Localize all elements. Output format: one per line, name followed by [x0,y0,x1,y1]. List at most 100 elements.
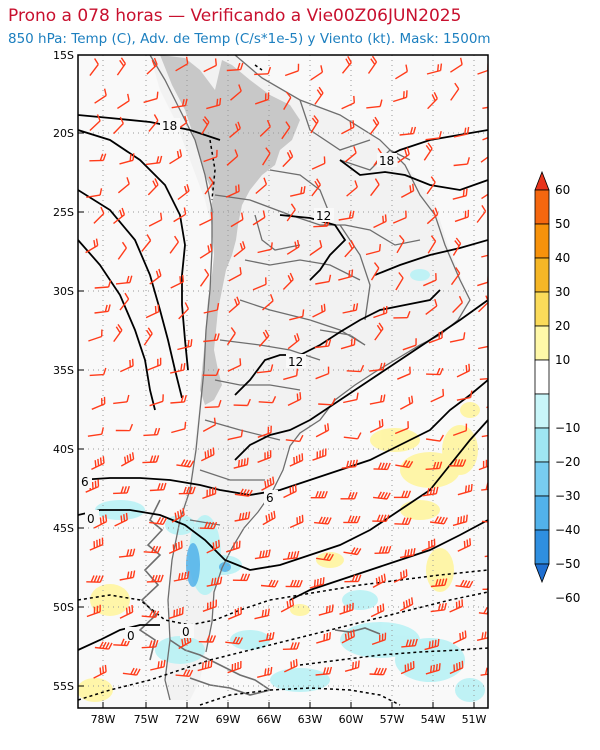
wind-barb-feather [433,91,438,99]
longitude-labels: 78W 75W 72W 69W 66W 63W 60W 57W 54W 51W [91,713,487,726]
wind-barb [203,309,218,314]
wind-barb [397,373,411,380]
wind-barb-feather [301,514,304,522]
wind-barb-feather [350,239,355,247]
wind-barb-feather [201,662,204,670]
wind-barb-feather [350,547,356,554]
wind-barb-feather [242,241,246,249]
wind-barb-feather [163,482,167,490]
wind-barb [199,274,210,287]
wind-barb-feather [268,549,271,557]
wind-barb-feather [463,332,466,340]
wind-barb-feather [438,578,442,586]
wind-barb-feather [323,633,326,641]
contour-label: 18 [379,154,394,168]
wind-barb-feather [321,490,325,498]
wind-barb-feather [357,660,360,668]
wind-barb-feather [442,388,445,396]
wind-barb-feather [443,602,447,610]
wind-barb-feather [430,665,433,673]
wind-barb-feather [126,571,130,579]
wind-barb-feather [271,631,275,640]
wind-barb-feather [203,116,210,123]
wind-barb [395,277,404,291]
wind-barb-feather [160,574,164,582]
wind-barb-feather [265,515,268,523]
wind-barb [425,305,438,315]
wind-barb-feather [294,484,297,492]
wind-barb-feather [132,153,135,161]
wind-barb-feather [160,660,163,668]
wind-barb-feather [381,546,386,554]
wind-barb [262,300,274,311]
wind-barb [310,71,323,81]
wind-barb-feather [124,456,127,464]
wind-barb-feather [411,395,414,403]
wind-barb-feather [314,180,320,188]
wind-barb-feather [331,398,336,406]
wind-barb-feather [353,337,356,345]
wind-barb-feather [240,459,243,467]
wind-barb-feather [437,516,442,524]
wind-barb-feather [496,548,497,555]
wind-barb-feather [357,574,362,582]
wind-barb-feather [125,512,128,520]
colorbar-label: −50 [555,557,580,571]
wind-barb [425,137,440,141]
wind-barb-feather [353,146,357,154]
wind-barb-feather [351,210,355,218]
wind-barb [370,267,380,281]
wind-barb-feather [356,515,361,523]
wind-barb-feather [293,551,297,559]
wind-barb-feather [443,517,448,525]
wind-barb-feather [458,295,464,303]
wind-barb [481,488,488,491]
wind-barb-feather [468,580,474,588]
wind-barb-feather [239,267,242,275]
wind-barb-feather [234,149,239,157]
lon-label: 54W [421,713,446,726]
wind-barb-feather [381,419,384,427]
wind-barb-feather [431,94,436,102]
wind-barb-feather [151,545,156,553]
wind-barb-feather [490,549,491,556]
wind-barb-feather [239,358,242,366]
wind-barb-feather [319,577,322,586]
wind-barb-feather [489,482,491,489]
wind-barb-feather [352,303,356,311]
wind-barb-feather [185,669,191,677]
wind-barb [395,70,408,80]
wind-barb-feather [299,434,304,442]
wind-barb-feather [430,176,436,183]
wind-barb-feather [303,186,306,194]
wind-barb-feather [100,206,105,214]
colorbar-label: −20 [555,455,580,469]
wind-barb-feather [348,270,351,278]
wind-barb-feather [408,461,414,468]
wind-barb [452,429,467,437]
wind-barb-feather [327,423,330,431]
wind-barb-feather [437,603,441,611]
wind-barb [346,370,361,373]
wind-barb [113,492,128,495]
wind-barb-feather [407,490,412,498]
wind-barb-feather [90,575,95,583]
wind-barb-feather [285,91,292,98]
wind-barb-feather [146,234,152,241]
wind-barb-feather [129,423,134,431]
wind-barb-feather [209,635,214,643]
wind-barb-feather [242,488,247,496]
wind-barb-feather [214,58,217,66]
wind-barb-feather [270,242,273,250]
wind-barb [476,210,487,223]
wind-barb-feather [435,663,438,671]
wind-barb-feather [325,339,329,347]
wind-barb-feather [248,489,253,497]
wind-barb [258,401,273,404]
lat-label: 50S [53,601,74,614]
wind-barb-feather [378,576,381,584]
wind-barb [396,240,405,254]
wind-barb-feather [375,577,379,586]
wind-barb-feather [219,576,223,584]
wind-barb [392,216,407,224]
